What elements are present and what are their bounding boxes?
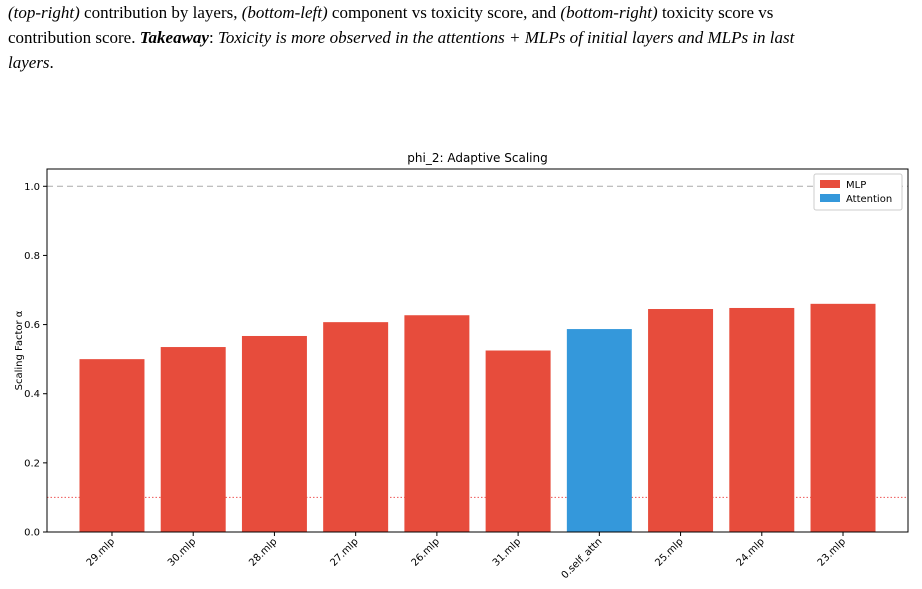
x-tick-label-7: 25.mlp bbox=[653, 536, 685, 568]
bar-27.mlp bbox=[323, 322, 389, 532]
bar-0.self_attn bbox=[566, 329, 632, 532]
caption-top-right: (top-right) bbox=[8, 3, 80, 22]
caption-line-3: layers. bbox=[8, 50, 920, 75]
plot-frame bbox=[46, 168, 909, 533]
x-tick-label-4: 26.mlp bbox=[410, 536, 442, 568]
caption-bottom-right: (bottom-right) bbox=[560, 3, 658, 22]
figure-caption: (top-right) contribution by layers, (bot… bbox=[8, 0, 920, 75]
bar-29.mlp bbox=[79, 359, 145, 532]
y-tick-label-1: 0.2 bbox=[24, 458, 40, 469]
caption-takeaway-text: Toxicity is more observed in the attenti… bbox=[217, 28, 795, 47]
bar-30.mlp bbox=[160, 347, 226, 532]
legend-label-attention: Attention bbox=[846, 194, 892, 205]
bar-25.mlp bbox=[648, 309, 714, 532]
y-tick-label-2: 0.4 bbox=[24, 389, 40, 400]
bar-31.mlp bbox=[485, 350, 551, 532]
caption-colon: : bbox=[208, 28, 218, 47]
x-tick-label-9: 23.mlp bbox=[816, 536, 848, 568]
x-tick-label-8: 24.mlp bbox=[735, 536, 767, 568]
y-tick-label-4: 0.8 bbox=[24, 251, 40, 262]
caption-text-1: contribution by layers, bbox=[79, 3, 242, 22]
bar-24.mlp bbox=[729, 307, 795, 532]
x-tick-label-0: 29.mlp bbox=[85, 536, 117, 568]
caption-takeaway-end: layers bbox=[8, 53, 50, 72]
bar-26.mlp bbox=[404, 315, 470, 532]
caption-line-1: (top-right) contribution by layers, (bot… bbox=[8, 0, 920, 25]
y-tick-label-5: 1.0 bbox=[24, 182, 40, 193]
chart-title: phi_2: Adaptive Scaling bbox=[407, 151, 547, 165]
x-tick-label-3: 27.mlp bbox=[328, 536, 360, 568]
caption-text-4: contribution score. bbox=[8, 28, 140, 47]
legend-swatch-attention bbox=[820, 194, 840, 202]
y-tick-label-3: 0.6 bbox=[24, 320, 40, 331]
y-tick-label-0: 0.0 bbox=[24, 528, 40, 539]
bar-23.mlp bbox=[810, 303, 876, 532]
caption-line-2: contribution score. Takeaway: Toxicity i… bbox=[8, 25, 920, 50]
bar-28.mlp bbox=[241, 335, 307, 532]
x-tick-label-5: 31.mlp bbox=[491, 536, 523, 568]
caption-takeaway: Takeaway bbox=[139, 28, 209, 47]
x-tick-label-6: 0.self_attn bbox=[560, 536, 605, 581]
caption-text-2: component vs toxicity score, and bbox=[327, 3, 561, 22]
x-tick-label-1: 30.mlp bbox=[166, 536, 198, 568]
x-tick-label-2: 28.mlp bbox=[247, 536, 279, 568]
legend-swatch-mlp bbox=[820, 180, 840, 188]
caption-bottom-left: (bottom-left) bbox=[241, 3, 328, 22]
caption-text-3: toxicity score vs bbox=[657, 3, 774, 22]
legend-label-mlp: MLP bbox=[846, 180, 866, 191]
y-axis-label: Scaling Factor α bbox=[14, 310, 25, 390]
caption-period: . bbox=[49, 53, 54, 72]
